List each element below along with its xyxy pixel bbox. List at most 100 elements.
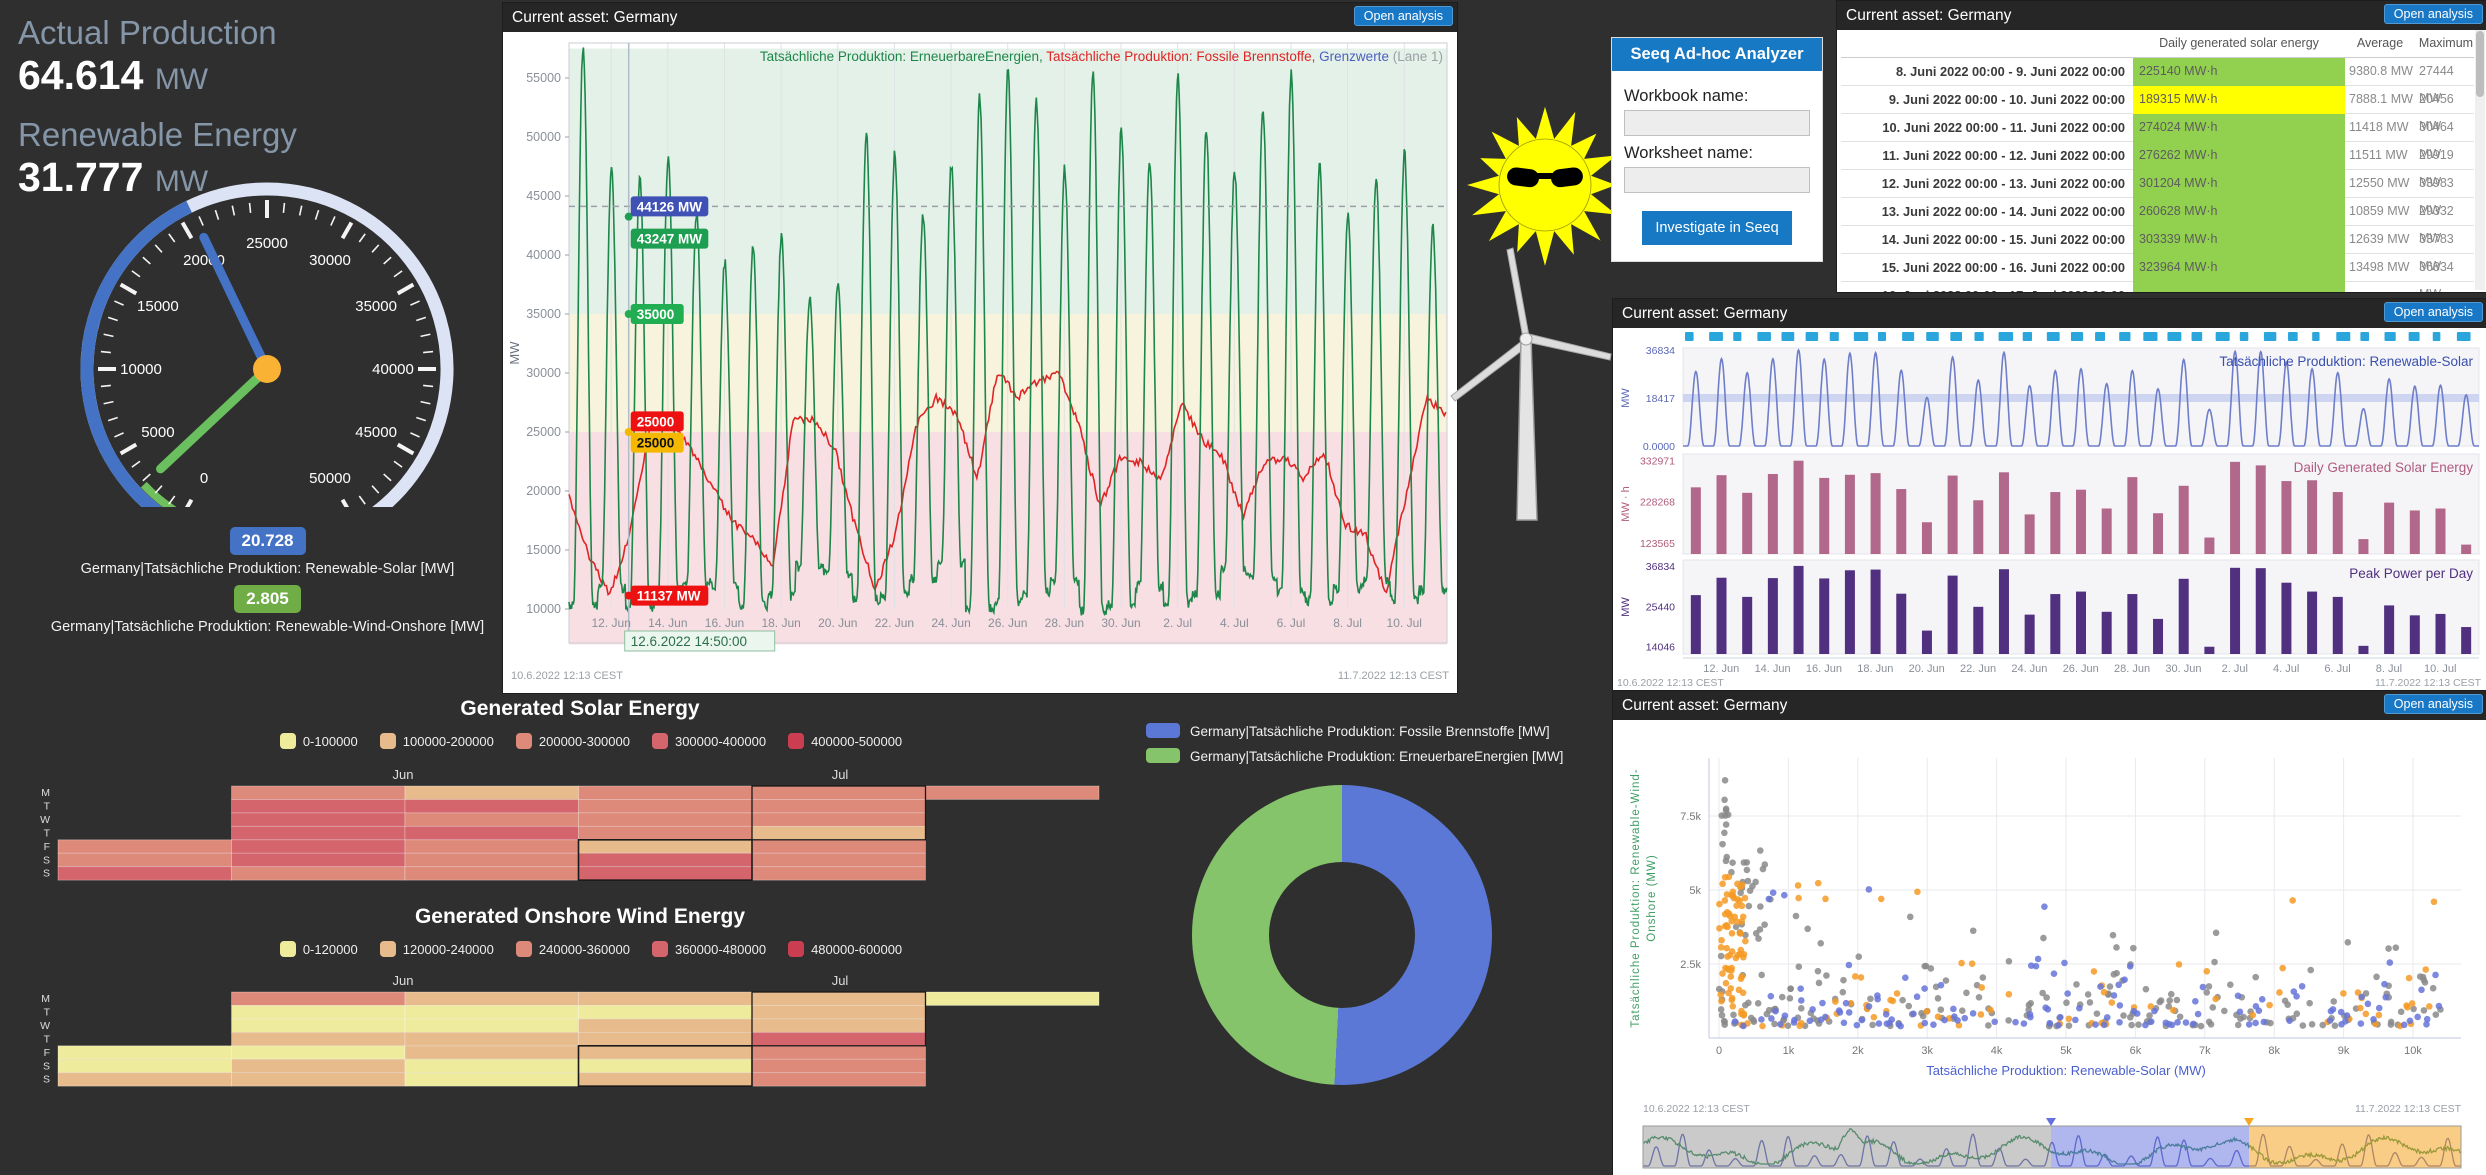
scatter-point xyxy=(1795,963,1803,971)
scatter-ylabel-2: Onshore (MW) xyxy=(1646,854,1658,941)
table-row[interactable]: 16. Juni 2022 00:00 - 17. Juni 2022 00:0… xyxy=(1841,282,2474,292)
scatter-point xyxy=(1717,952,1725,960)
scatter-point xyxy=(2147,1003,2155,1010)
scatter-point xyxy=(1769,889,1777,896)
kpi-actual-unit: MW xyxy=(154,63,209,96)
kpi-renewable-label: Renewable Energy xyxy=(18,116,297,153)
heatmap-cell xyxy=(404,799,579,814)
trend-cursor-label: 35000 xyxy=(637,307,675,322)
scatter-end-time: 11.7.2022 12:13 CEST xyxy=(2355,1103,2462,1115)
heatmap-legend-swatch xyxy=(515,941,532,957)
heatmap-cell xyxy=(404,839,579,854)
table-row[interactable]: 8. Juni 2022 00:00 - 9. Juni 2022 00:00 2… xyxy=(1841,58,2474,112)
open-analysis-button[interactable]: Open analysis xyxy=(2383,4,2483,24)
heatmap-cell xyxy=(925,785,1100,800)
table-row[interactable]: 12. Juni 2022 00:00 - 13. Juni 2022 00:0… xyxy=(1841,170,2474,224)
heatmap-legend-label: 300000-400000 xyxy=(674,734,767,749)
table-average-cell: 7888.1 MW xyxy=(2349,92,2413,106)
lanes-xtick: 24. Jun xyxy=(2011,663,2047,675)
scatter-point xyxy=(1969,1010,1977,1017)
scatter-point xyxy=(1814,967,1822,975)
lanes-xtick: 2. Jul xyxy=(2222,663,2248,675)
heatmap-cell xyxy=(57,839,232,854)
scatter-point xyxy=(2055,1021,2062,1029)
scatter-point xyxy=(2418,986,2425,994)
scatter-point xyxy=(1757,903,1764,910)
gauge-tick xyxy=(131,270,141,278)
table-scrollbar[interactable] xyxy=(2475,30,2485,290)
gauge-tick xyxy=(100,384,111,388)
lane3-bar xyxy=(2153,618,2164,654)
heatmap-day-label: T xyxy=(44,1006,51,1018)
scatter-point xyxy=(2044,1005,2052,1013)
worksheet-input[interactable] xyxy=(1624,167,1810,193)
lane3-bar xyxy=(2050,594,2061,654)
trend-cursor-label-box xyxy=(630,432,684,453)
scatter-point xyxy=(2090,968,2098,975)
table-scrollbar-thumb[interactable] xyxy=(2476,31,2484,97)
lanes-panel: Current asset: Germany Open analysis 368… xyxy=(1612,298,2486,692)
scatter-point xyxy=(2429,984,2437,992)
scatter-point xyxy=(1728,929,1736,937)
open-analysis-button[interactable]: Open analysis xyxy=(1353,6,1453,26)
lane2-bar xyxy=(1973,500,1984,554)
trend-cursor-dot xyxy=(624,428,633,436)
trend-xtick: 2. Jul xyxy=(1163,616,1192,630)
scatter-point xyxy=(2236,1008,2244,1016)
table-row[interactable]: 13. Juni 2022 00:00 - 14. Juni 2022 00:0… xyxy=(1841,198,2474,252)
scatter-point xyxy=(2027,1000,2035,1007)
investigate-button[interactable]: Investigate in Seeq xyxy=(1642,211,1792,245)
lane3-bar xyxy=(1998,569,2009,654)
gauge-green-arc xyxy=(140,481,177,507)
open-analysis-button[interactable]: Open analysis xyxy=(2383,694,2483,714)
scatter-point xyxy=(2142,985,2150,993)
workbook-input[interactable] xyxy=(1624,110,1810,136)
heatmap-cell xyxy=(751,1058,926,1074)
donut-legend-label: Germany|Tatsächliche Produktion: Erneuer… xyxy=(1190,749,1564,764)
scatter-point xyxy=(2203,968,2211,975)
heatmap-cell xyxy=(404,785,579,800)
lane2-bar xyxy=(2358,539,2369,554)
scatter-point xyxy=(2358,993,2366,1001)
heatmap-legend-swatch xyxy=(651,733,668,749)
heatmap-cell xyxy=(231,1031,406,1047)
scatter-point xyxy=(1914,888,1921,896)
heatmap-cell xyxy=(231,812,406,827)
donut-hole xyxy=(1269,862,1415,1008)
scatter-point xyxy=(2073,981,2080,988)
lane3-bar xyxy=(1767,578,1778,654)
trend-ytick: 20000 xyxy=(526,484,561,498)
trend-ytick: 10000 xyxy=(526,602,561,616)
scatter-point xyxy=(1758,971,1765,979)
heatmap-cell xyxy=(751,1031,926,1047)
trend-cursor-dot xyxy=(624,212,633,221)
scatter-ytick: 5k xyxy=(1689,885,1701,897)
scatter-point xyxy=(1919,1012,1927,1020)
table-row[interactable]: 14. Juni 2022 00:00 - 15. Juni 2022 00:0… xyxy=(1841,226,2474,280)
trend-cursor-label-box xyxy=(630,304,684,324)
table-row[interactable]: 10. Juni 2022 00:00 - 11. Juni 2022 00:0… xyxy=(1841,114,2474,168)
scatter-point xyxy=(1867,995,1874,1003)
gauge-tick xyxy=(371,485,380,494)
trend-panel: Current asset: Germany Open analysis 100… xyxy=(502,2,1458,694)
heatmap-cell xyxy=(231,839,406,854)
heatmap-cell xyxy=(751,1045,926,1060)
scatter-point xyxy=(2289,897,2296,904)
gauge-badges: 20.728 Germany|Tatsächliche Produktion: … xyxy=(20,527,515,635)
scatter-point xyxy=(1723,944,1730,952)
scatter-point xyxy=(2147,1018,2155,1025)
table-row[interactable]: 11. Juni 2022 00:00 - 12. Juni 2022 00:0… xyxy=(1841,142,2474,196)
donut-legend-label: Germany|Tatsächliche Produktion: Fossile… xyxy=(1190,724,1550,739)
heatmap-cell xyxy=(751,852,926,868)
heatmap-cell xyxy=(57,866,232,881)
scatter-point xyxy=(2109,931,2117,939)
capsule-mark xyxy=(2360,332,2370,341)
trend-xtick: 16. Jun xyxy=(705,616,744,630)
open-analysis-button[interactable]: Open analysis xyxy=(2383,302,2483,322)
table-average-cell: 10859 MW xyxy=(2349,204,2410,218)
scatter-point xyxy=(2156,998,2164,1006)
scatter-point xyxy=(1817,940,1825,947)
table-row[interactable]: 15. Juni 2022 00:00 - 16. Juni 2022 00:0… xyxy=(1841,254,2474,292)
table-row[interactable]: 9. Juni 2022 00:00 - 10. Juni 2022 00:00… xyxy=(1841,86,2474,140)
scatter-point xyxy=(1851,973,1859,980)
